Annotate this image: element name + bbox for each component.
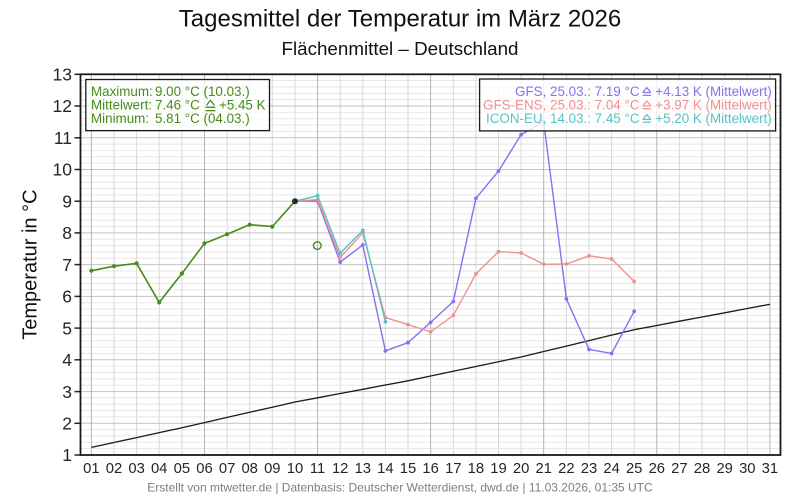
svg-text:02: 02 [106,461,122,477]
svg-text:15: 15 [400,461,416,477]
svg-text:+5.45 K: +5.45 K [219,98,266,113]
svg-text:30: 30 [739,461,755,477]
svg-text:09: 09 [264,461,280,477]
svg-text:3: 3 [62,382,72,402]
svg-text:GFS, 25.03.: 7.19 °C: GFS, 25.03.: 7.19 °C [515,84,640,99]
svg-text:19: 19 [490,461,506,477]
svg-text:14: 14 [377,461,393,477]
svg-text:23: 23 [581,461,597,477]
svg-text:13: 13 [355,461,371,477]
svg-text:7.46 °C: 7.46 °C [155,98,200,113]
svg-text:10: 10 [287,461,303,477]
svg-text:+4.13 K (Mittelwert): +4.13 K (Mittelwert) [655,84,771,99]
svg-text:4: 4 [62,350,72,370]
svg-text:16: 16 [422,461,438,477]
svg-text:27: 27 [671,461,687,477]
svg-text:(04.03.): (04.03.) [204,111,250,126]
svg-text:04: 04 [151,461,167,477]
svg-text:13: 13 [53,65,72,85]
svg-text:01: 01 [83,461,99,477]
svg-text:24: 24 [603,461,619,477]
svg-text:Minimum:: Minimum: [91,111,149,126]
svg-text:Tagesmittel der Temperatur im: Tagesmittel der Temperatur im März 2026 [179,6,621,33]
svg-text:10: 10 [53,160,73,180]
svg-text:Temperatur in °C: Temperatur in °C [20,189,42,339]
svg-text:18: 18 [468,461,484,477]
svg-text:(10.03.): (10.03.) [204,84,250,99]
svg-text:07: 07 [219,461,235,477]
svg-text:11: 11 [54,128,72,148]
svg-text:29: 29 [716,461,732,477]
svg-text:22: 22 [558,461,574,477]
svg-text:Flächenmittel – Deutschland: Flächenmittel – Deutschland [282,38,519,59]
svg-text:21: 21 [535,461,551,477]
svg-text:+5.20 K (Mittelwert): +5.20 K (Mittelwert) [655,111,771,126]
svg-text:25: 25 [626,461,642,477]
svg-text:5.81 °C: 5.81 °C [155,111,200,126]
svg-text:9: 9 [62,191,72,211]
svg-text:+3.97 K (Mittelwert): +3.97 K (Mittelwert) [655,98,771,113]
svg-text:6: 6 [62,287,72,307]
svg-text:ICON-EU, 14.03.: 7.45 °C: ICON-EU, 14.03.: 7.45 °C [486,111,640,126]
svg-text:31: 31 [762,461,778,477]
svg-text:20: 20 [513,461,529,477]
svg-text:06: 06 [196,461,212,477]
svg-text:12: 12 [332,461,348,477]
svg-text:Erstellt von mtwetter.de | Dat: Erstellt von mtwetter.de | Datenbasis: D… [147,481,653,495]
svg-text:9.00 °C: 9.00 °C [155,84,200,99]
svg-text:12: 12 [53,96,72,116]
svg-text:2: 2 [62,414,72,434]
svg-text:8: 8 [62,223,72,243]
svg-text:17: 17 [445,461,461,477]
svg-text:GFS-ENS, 25.03.: 7.04 °C: GFS-ENS, 25.03.: 7.04 °C [483,98,640,113]
svg-text:1: 1 [62,445,72,465]
svg-text:05: 05 [174,461,190,477]
svg-text:03: 03 [128,461,144,477]
svg-text:Mittelwert:: Mittelwert: [91,98,152,113]
svg-text:28: 28 [694,461,710,477]
svg-text:Maximum:: Maximum: [91,84,153,99]
svg-text:11: 11 [310,461,325,477]
svg-text:7: 7 [62,255,72,275]
svg-text:08: 08 [241,461,257,477]
svg-text:26: 26 [649,461,665,477]
svg-text:5: 5 [62,318,72,338]
